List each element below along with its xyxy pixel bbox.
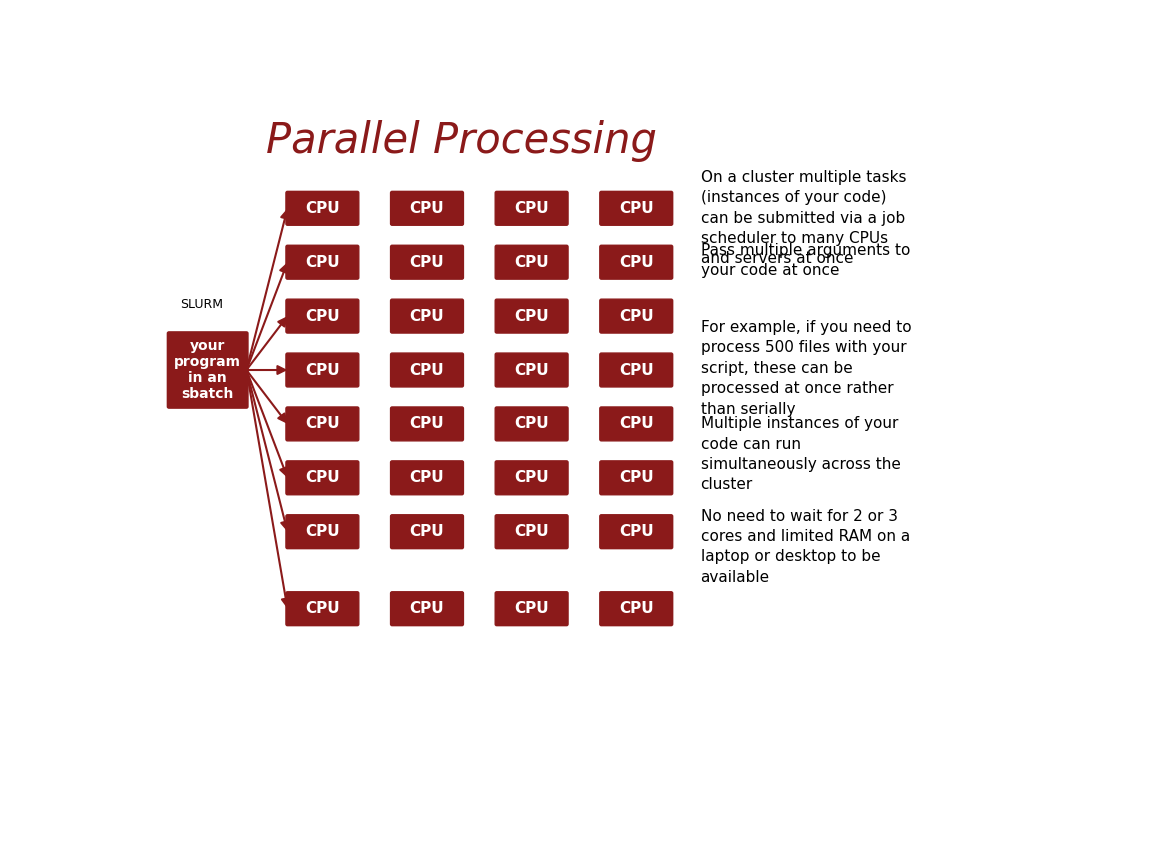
Text: CPU: CPU — [514, 524, 549, 539]
FancyBboxPatch shape — [391, 592, 464, 625]
FancyBboxPatch shape — [495, 353, 568, 387]
Text: CPU: CPU — [409, 470, 444, 485]
FancyBboxPatch shape — [600, 407, 672, 441]
Text: CPU: CPU — [514, 309, 549, 323]
FancyBboxPatch shape — [286, 299, 359, 333]
FancyBboxPatch shape — [286, 192, 359, 225]
Text: CPU: CPU — [619, 470, 654, 485]
Text: CPU: CPU — [409, 363, 444, 377]
Text: CPU: CPU — [619, 416, 654, 431]
FancyBboxPatch shape — [391, 299, 464, 333]
FancyBboxPatch shape — [495, 515, 568, 549]
Text: For example, if you need to
process 500 files with your
script, these can be
pro: For example, if you need to process 500 … — [701, 320, 911, 417]
FancyBboxPatch shape — [391, 246, 464, 279]
FancyBboxPatch shape — [600, 353, 672, 387]
FancyBboxPatch shape — [391, 192, 464, 225]
Text: CPU: CPU — [306, 524, 340, 539]
Text: CPU: CPU — [619, 255, 654, 270]
Text: SLURM: SLURM — [180, 298, 223, 311]
FancyBboxPatch shape — [600, 515, 672, 549]
FancyBboxPatch shape — [495, 461, 568, 495]
FancyBboxPatch shape — [286, 515, 359, 549]
Text: CPU: CPU — [409, 524, 444, 539]
Text: CPU: CPU — [619, 201, 654, 216]
Text: CPU: CPU — [514, 201, 549, 216]
Text: CPU: CPU — [306, 601, 340, 616]
Text: CPU: CPU — [306, 363, 340, 377]
FancyBboxPatch shape — [286, 461, 359, 495]
Text: CPU: CPU — [409, 601, 444, 616]
FancyBboxPatch shape — [600, 246, 672, 279]
Text: your
program
in an
sbatch: your program in an sbatch — [174, 338, 241, 401]
FancyBboxPatch shape — [600, 299, 672, 333]
Text: CPU: CPU — [306, 201, 340, 216]
Text: CPU: CPU — [514, 416, 549, 431]
Text: CPU: CPU — [409, 309, 444, 323]
Text: CPU: CPU — [514, 363, 549, 377]
Text: CPU: CPU — [619, 309, 654, 323]
FancyBboxPatch shape — [391, 407, 464, 441]
FancyBboxPatch shape — [495, 407, 568, 441]
Text: Pass multiple arguments to
your code at once: Pass multiple arguments to your code at … — [701, 243, 910, 279]
Text: CPU: CPU — [306, 416, 340, 431]
FancyBboxPatch shape — [286, 353, 359, 387]
FancyBboxPatch shape — [600, 461, 672, 495]
Text: CPU: CPU — [514, 601, 549, 616]
FancyBboxPatch shape — [286, 407, 359, 441]
FancyBboxPatch shape — [495, 246, 568, 279]
Text: CPU: CPU — [306, 309, 340, 323]
Text: Multiple instances of your
code can run
simultaneously across the
cluster: Multiple instances of your code can run … — [701, 416, 900, 492]
FancyBboxPatch shape — [286, 592, 359, 625]
Text: On a cluster multiple tasks
(instances of your code)
can be submitted via a job
: On a cluster multiple tasks (instances o… — [701, 170, 906, 267]
Text: CPU: CPU — [409, 201, 444, 216]
FancyBboxPatch shape — [600, 592, 672, 625]
Text: CPU: CPU — [409, 255, 444, 270]
FancyBboxPatch shape — [495, 299, 568, 333]
FancyBboxPatch shape — [391, 515, 464, 549]
Text: CPU: CPU — [514, 470, 549, 485]
Text: CPU: CPU — [619, 601, 654, 616]
FancyBboxPatch shape — [391, 353, 464, 387]
FancyBboxPatch shape — [495, 192, 568, 225]
Text: CPU: CPU — [306, 255, 340, 270]
Text: CPU: CPU — [409, 416, 444, 431]
Text: Parallel Processing: Parallel Processing — [266, 120, 657, 162]
Text: CPU: CPU — [306, 470, 340, 485]
FancyBboxPatch shape — [391, 461, 464, 495]
Text: CPU: CPU — [514, 255, 549, 270]
Text: CPU: CPU — [619, 524, 654, 539]
FancyBboxPatch shape — [600, 192, 672, 225]
Text: CPU: CPU — [619, 363, 654, 377]
Text: No need to wait for 2 or 3
cores and limited RAM on a
laptop or desktop to be
av: No need to wait for 2 or 3 cores and lim… — [701, 509, 910, 585]
FancyBboxPatch shape — [495, 592, 568, 625]
FancyBboxPatch shape — [167, 332, 248, 408]
FancyBboxPatch shape — [286, 246, 359, 279]
